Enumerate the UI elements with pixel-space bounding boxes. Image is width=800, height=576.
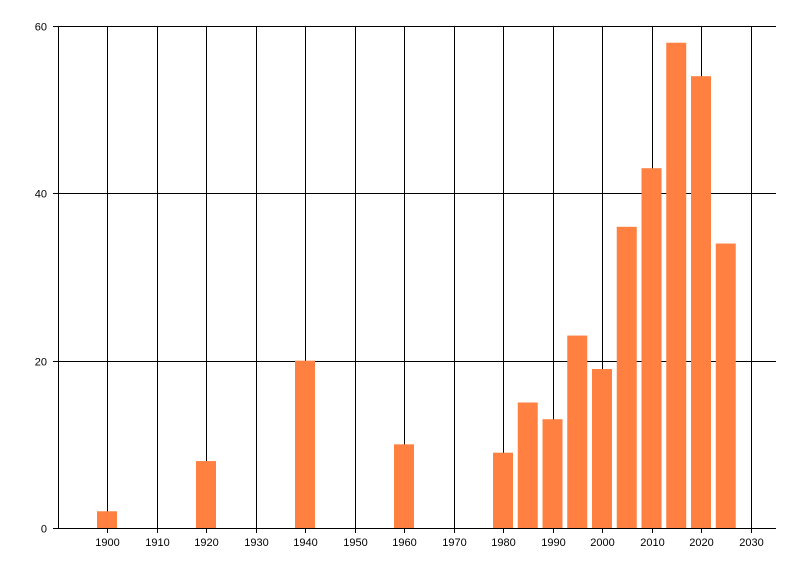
x-tick-label: 1950	[343, 537, 367, 549]
bar	[517, 402, 538, 528]
x-tick-label: 1910	[145, 537, 169, 549]
x-tick-label: 1970	[442, 537, 466, 549]
bars	[97, 42, 736, 529]
x-tick-label: 1920	[194, 537, 218, 549]
tick-labels: 0 20 40 60 1900 1910 1920 1930 1940 1950 1960 1970 1…	[35, 22, 764, 550]
x-tick-label: 2030	[739, 537, 763, 549]
y-tick-label: 60	[35, 22, 47, 34]
bar	[295, 360, 315, 528]
y-tick-label: 20	[35, 357, 47, 369]
x-tick-label: 2010	[640, 537, 664, 549]
bar	[616, 226, 637, 529]
x-tick-label: 1930	[244, 537, 268, 549]
bar	[97, 511, 117, 528]
x-tick-label: 2020	[689, 537, 713, 549]
bar	[691, 76, 711, 528]
y-tick-label: 40	[35, 189, 47, 201]
bar	[493, 452, 513, 528]
x-tick-label: 1960	[392, 537, 416, 549]
x-tick-label: 1990	[541, 537, 565, 549]
bar	[542, 419, 563, 528]
x-tick-label: 1980	[491, 537, 515, 549]
bar	[641, 168, 662, 528]
bar	[592, 369, 612, 528]
bar	[666, 42, 687, 528]
x-tick-label: 2000	[590, 537, 614, 549]
x-tick-label: 1900	[95, 537, 119, 549]
bar	[394, 444, 414, 528]
x-tick-label: 1940	[293, 537, 317, 549]
bar	[715, 243, 736, 529]
axes	[53, 26, 776, 533]
y-tick-label: 0	[41, 524, 47, 536]
bar	[567, 335, 588, 528]
bar	[196, 461, 216, 528]
